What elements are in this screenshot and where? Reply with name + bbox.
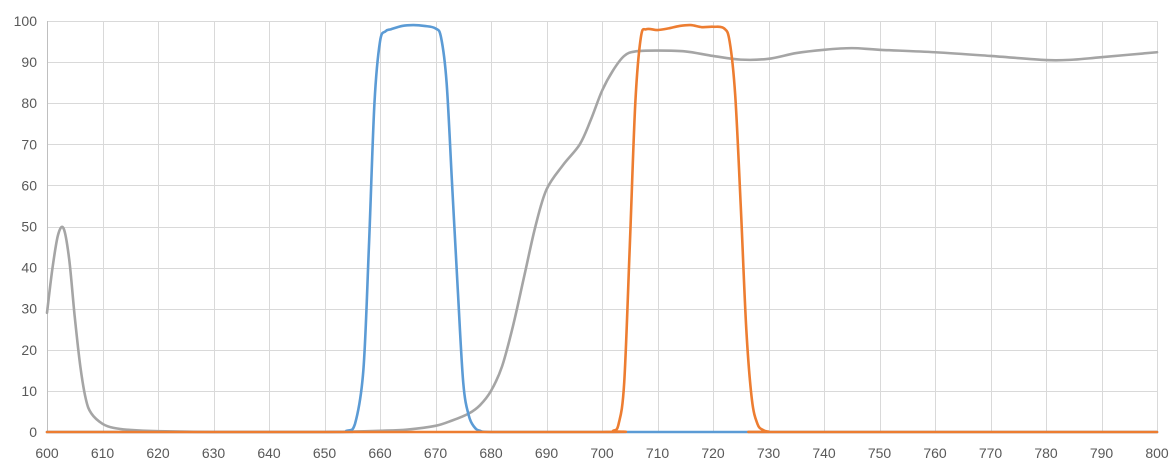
x-tick-label: 770 — [979, 445, 1003, 461]
gridlines — [47, 21, 1158, 432]
series-line-gray — [45, 46, 1159, 434]
y-tick-label: 80 — [21, 95, 37, 111]
x-tick-label: 780 — [1034, 445, 1058, 461]
x-tick-labels: 600 610 620 630 640 650 660 670 680 690 700 710 720 7… — [35, 445, 1169, 461]
x-tick-label: 760 — [923, 445, 947, 461]
y-tick-label: 0 — [29, 424, 37, 440]
y-tick-label: 100 — [14, 13, 38, 29]
x-tick-label: 720 — [701, 445, 725, 461]
y-tick-label: 30 — [21, 301, 37, 317]
x-tick-label: 640 — [257, 445, 281, 461]
y-tick-label: 90 — [21, 54, 37, 70]
x-tick-label: 700 — [590, 445, 614, 461]
x-tick-label: 620 — [146, 445, 170, 461]
series-lines — [45, 23, 1159, 434]
x-tick-label: 630 — [202, 445, 226, 461]
x-tick-label: 600 — [35, 445, 59, 461]
x-tick-label: 730 — [757, 445, 781, 461]
x-tick-label: 660 — [368, 445, 392, 461]
x-tick-label: 680 — [479, 445, 503, 461]
x-tick-label: 800 — [1145, 445, 1169, 461]
y-tick-label: 40 — [21, 260, 37, 276]
x-tick-label: 710 — [646, 445, 670, 461]
x-tick-label: 610 — [91, 445, 115, 461]
x-tick-label: 690 — [535, 445, 559, 461]
x-tick-label: 740 — [812, 445, 836, 461]
y-tick-labels: 0 10 20 30 40 50 60 70 80 90 100 — [14, 13, 38, 440]
series-line-orange — [45, 23, 1159, 434]
y-tick-label: 20 — [21, 342, 37, 358]
y-tick-label: 70 — [21, 136, 37, 152]
y-tick-label: 10 — [21, 383, 37, 399]
y-tick-label: 60 — [21, 177, 37, 193]
y-tick-label: 50 — [21, 219, 37, 235]
x-tick-label: 750 — [868, 445, 892, 461]
x-tick-label: 790 — [1090, 445, 1114, 461]
x-tick-label: 650 — [313, 445, 337, 461]
x-tick-label: 670 — [424, 445, 448, 461]
